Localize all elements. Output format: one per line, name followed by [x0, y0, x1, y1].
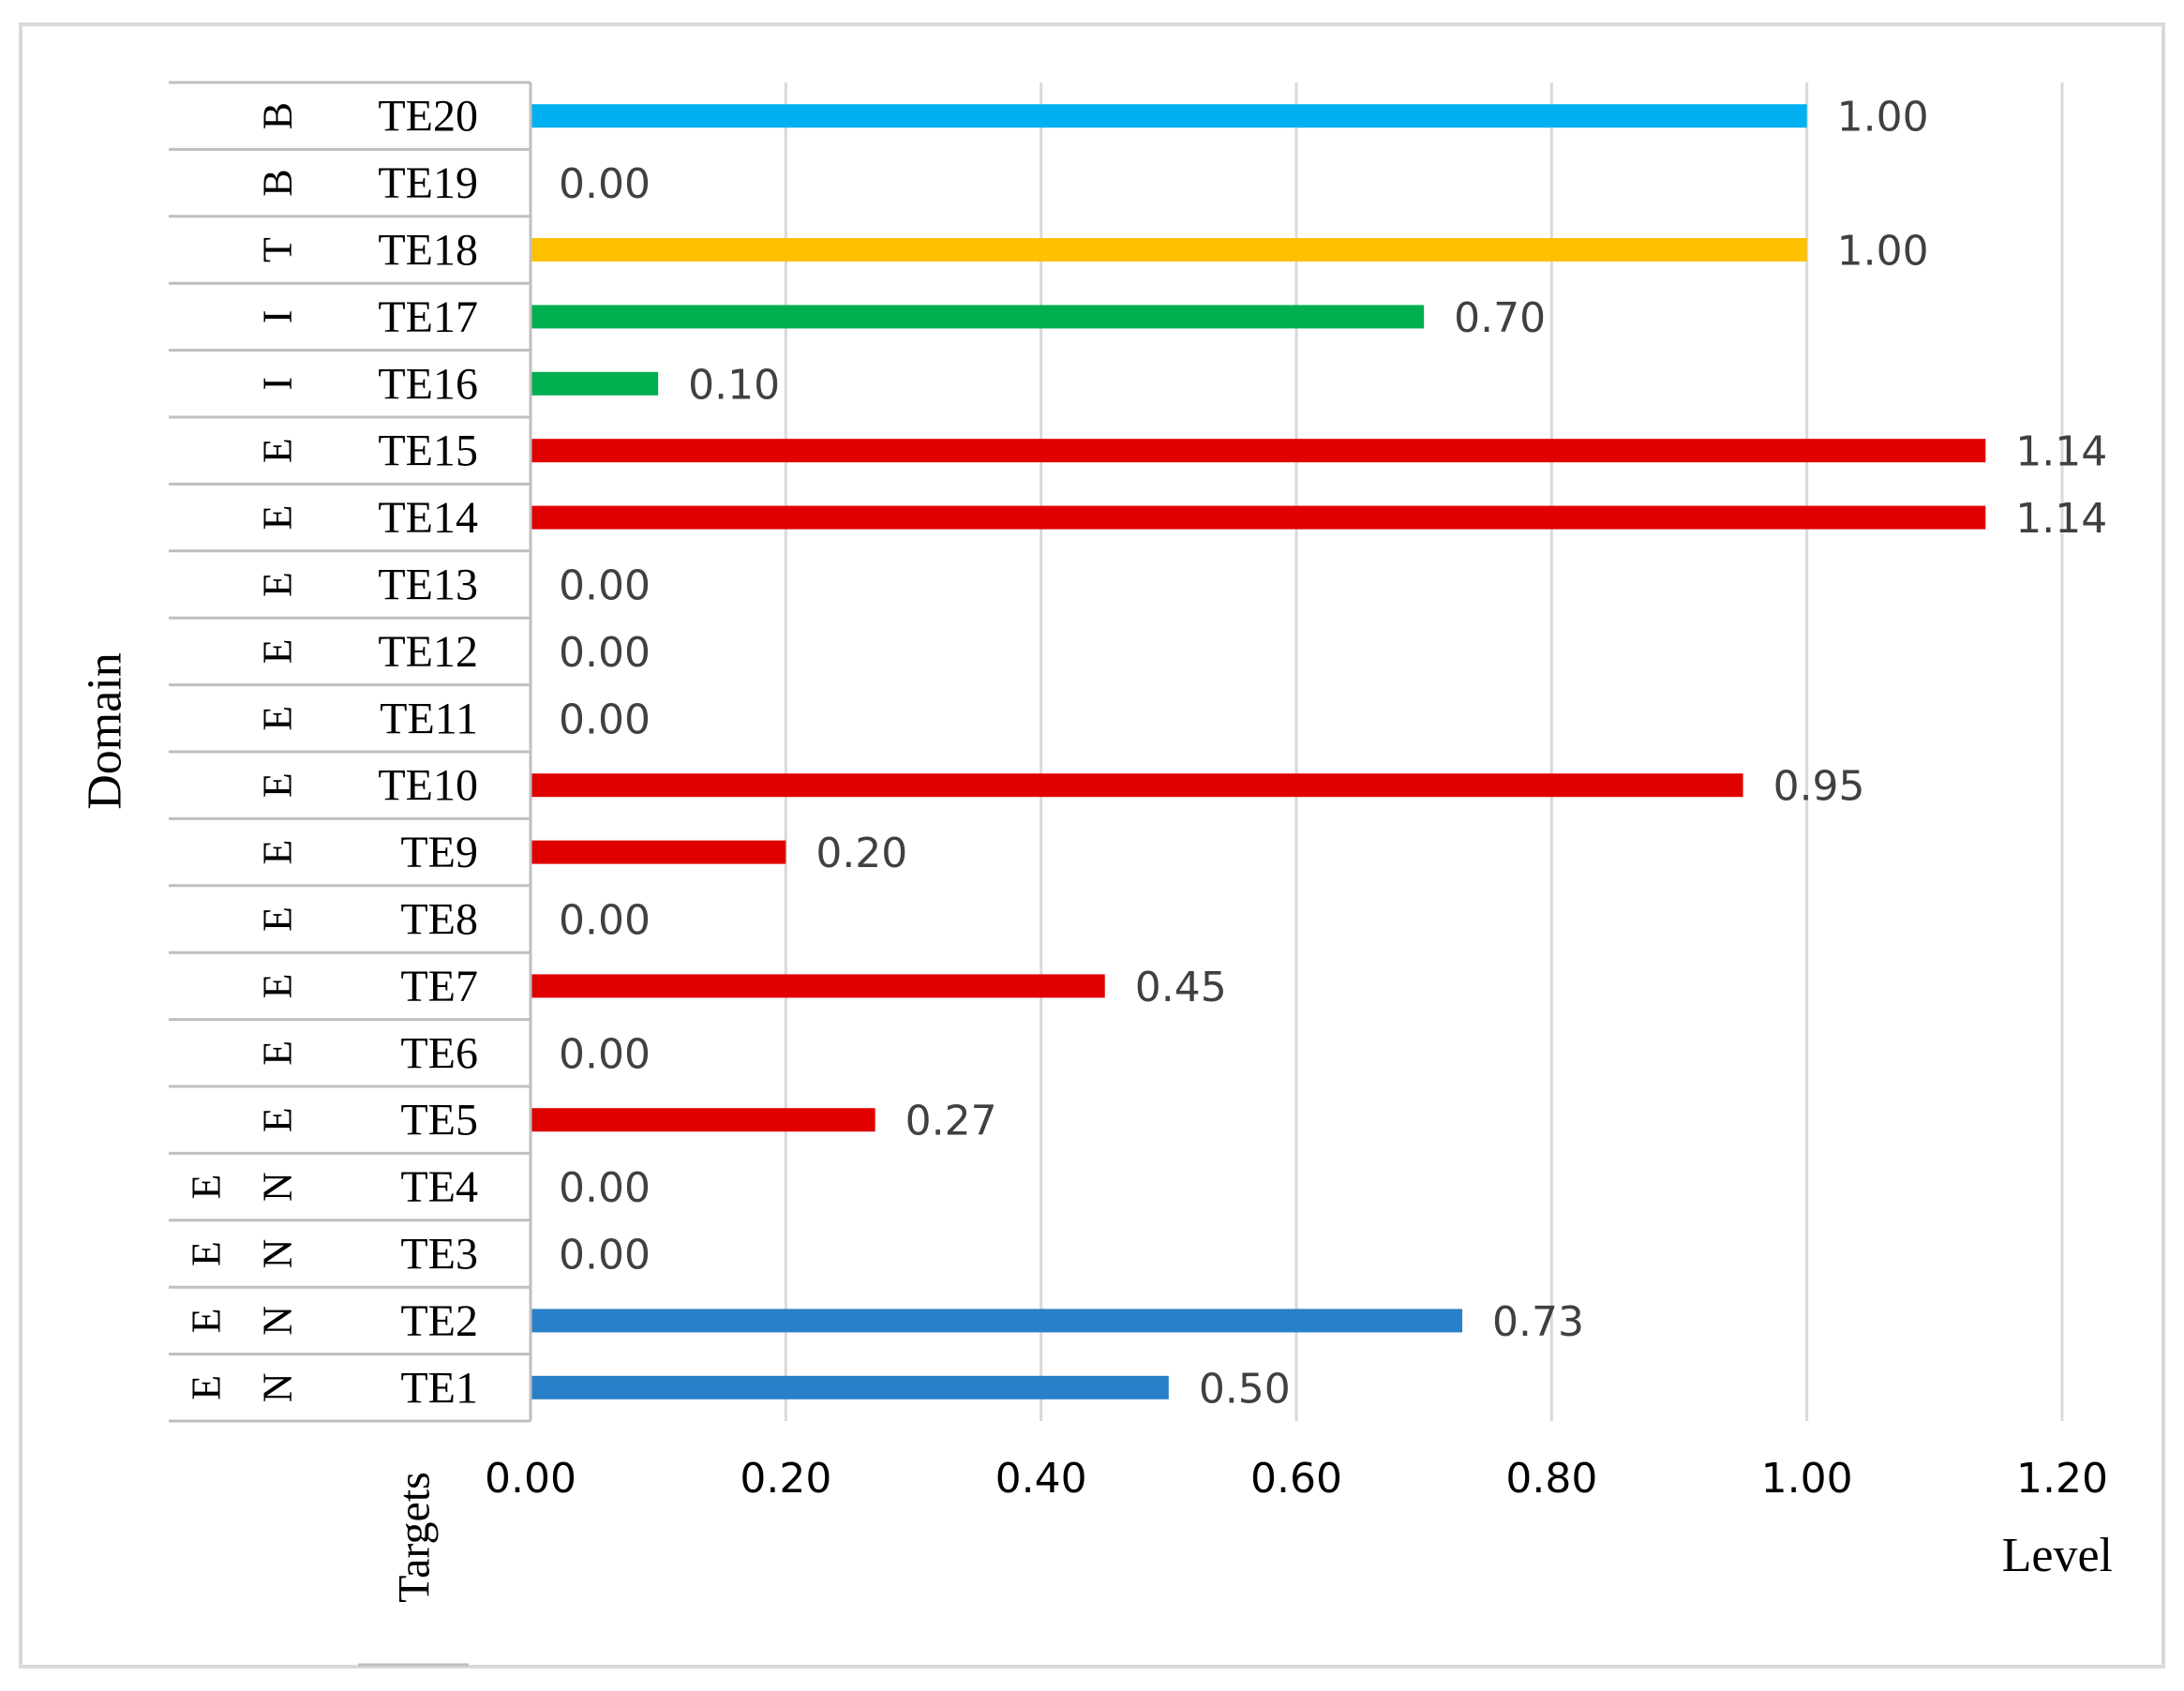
target-label-te6: TE6 [400, 1028, 478, 1078]
bar-te9 [531, 840, 786, 864]
bar-te1 [531, 1375, 1169, 1399]
data-labels: 1.00 0.00 1.00 0.70 0.10 1.14 1.14 0.00 0.00 0.00… [559, 94, 2107, 1414]
domain-letter: E [255, 1040, 301, 1066]
domain-letter: E [255, 906, 301, 932]
domain-letter: E [255, 973, 301, 998]
target-label-te14: TE14 [378, 493, 478, 543]
target-label-te9: TE9 [400, 828, 478, 877]
data-label-te20: 1.00 [1837, 94, 1929, 142]
data-label-te14: 1.14 [2015, 495, 2107, 543]
domain-letter: E [255, 572, 301, 597]
data-label-te19: 0.00 [559, 160, 651, 208]
data-label-te17: 0.70 [1454, 294, 1546, 342]
target-label-te1: TE1 [400, 1363, 478, 1413]
target-label-te12: TE12 [378, 627, 478, 677]
x-tick-label: 1.00 [1761, 1455, 1853, 1503]
target-label-te4: TE4 [400, 1162, 478, 1212]
target-label-te5: TE5 [400, 1096, 478, 1145]
x-tick-label: 0.40 [995, 1455, 1087, 1503]
data-label-te13: 0.00 [559, 562, 651, 610]
domain-letter: E [255, 840, 301, 865]
x-axis-title: Level [2002, 1529, 2113, 1582]
data-label-te8: 0.00 [559, 897, 651, 945]
target-label-te8: TE8 [400, 895, 478, 945]
x-tick-label: 0.00 [485, 1455, 576, 1503]
domain-letter: E [255, 706, 301, 731]
data-label-te5: 0.27 [905, 1098, 997, 1145]
target-label-te3: TE3 [400, 1230, 478, 1279]
domain-letter: N [255, 1306, 301, 1336]
data-label-te18: 1.00 [1837, 228, 1929, 276]
axes: 0.00 0.20 0.40 0.60 0.80 1.00 1.20 Level Domain T… [79, 82, 2113, 1603]
target-label-te2: TE2 [400, 1296, 478, 1346]
domain-letter: I [255, 310, 301, 324]
x-tick-label: 0.20 [740, 1455, 831, 1503]
bar-te10 [531, 773, 1743, 798]
domain-letter: E [255, 438, 301, 463]
domain-letter: E [255, 638, 301, 664]
domain-letter: E [184, 1241, 230, 1266]
data-label-te3: 0.00 [559, 1232, 651, 1279]
bar-te17 [531, 305, 1425, 329]
data-label-te10: 0.95 [1773, 763, 1865, 811]
targets-axis-title: Targets [390, 1472, 440, 1603]
category-table: TE20 B TE19 B TE18 T TE17 I TE16 I TE15 E TE14 E TE13 E… [169, 81, 531, 1667]
bar-te15 [531, 439, 1986, 463]
domain-letter: I [255, 377, 301, 391]
data-label-te2: 0.73 [1492, 1298, 1584, 1346]
domain-letter: E [184, 1308, 230, 1333]
bar-te5 [531, 1108, 875, 1132]
data-label-te1: 0.50 [1199, 1365, 1291, 1413]
x-tick-label: 0.80 [1505, 1455, 1597, 1503]
data-label-te7: 0.45 [1135, 964, 1227, 1011]
domain-letter: E [184, 1175, 230, 1200]
data-label-te12: 0.00 [559, 629, 651, 677]
target-label-te18: TE18 [378, 226, 478, 276]
data-label-te4: 0.00 [559, 1164, 651, 1212]
target-label-te13: TE13 [378, 561, 478, 610]
bar-te14 [531, 505, 1986, 530]
target-label-te16: TE16 [378, 359, 478, 409]
target-label-te17: TE17 [378, 292, 478, 342]
domain-letter: E [184, 1375, 230, 1400]
bar-te16 [531, 371, 659, 396]
y-axis-title: Domain [79, 652, 132, 810]
domain-letter: T [255, 237, 301, 262]
data-label-te9: 0.20 [815, 830, 907, 877]
x-tick-label: 0.60 [1250, 1455, 1342, 1503]
domain-letter: E [255, 505, 301, 531]
bar-te7 [531, 974, 1105, 998]
bar-te18 [531, 238, 1807, 262]
domain-letter: N [255, 1172, 301, 1202]
bars [531, 104, 1986, 1399]
target-label-te19: TE19 [378, 158, 478, 208]
target-label-te7: TE7 [400, 962, 478, 1011]
domain-letter: B [255, 102, 301, 129]
domain-letter: B [255, 169, 301, 196]
domain-letter: N [255, 1239, 301, 1269]
data-label-te16: 0.10 [688, 361, 780, 409]
target-label-te20: TE20 [378, 92, 478, 142]
target-label-te15: TE15 [378, 426, 478, 476]
data-label-te6: 0.00 [559, 1030, 651, 1078]
bar-te2 [531, 1309, 1463, 1333]
domain-letter: N [255, 1372, 301, 1402]
data-label-te15: 1.14 [2015, 428, 2107, 476]
x-tick-label: 1.20 [2016, 1455, 2108, 1503]
bar-te20 [531, 104, 1807, 128]
data-label-te11: 0.00 [559, 696, 651, 743]
domain-letter: E [255, 1107, 301, 1132]
target-label-te10: TE10 [378, 761, 478, 811]
target-label-te11: TE11 [380, 694, 478, 743]
domain-letter: E [255, 772, 301, 798]
